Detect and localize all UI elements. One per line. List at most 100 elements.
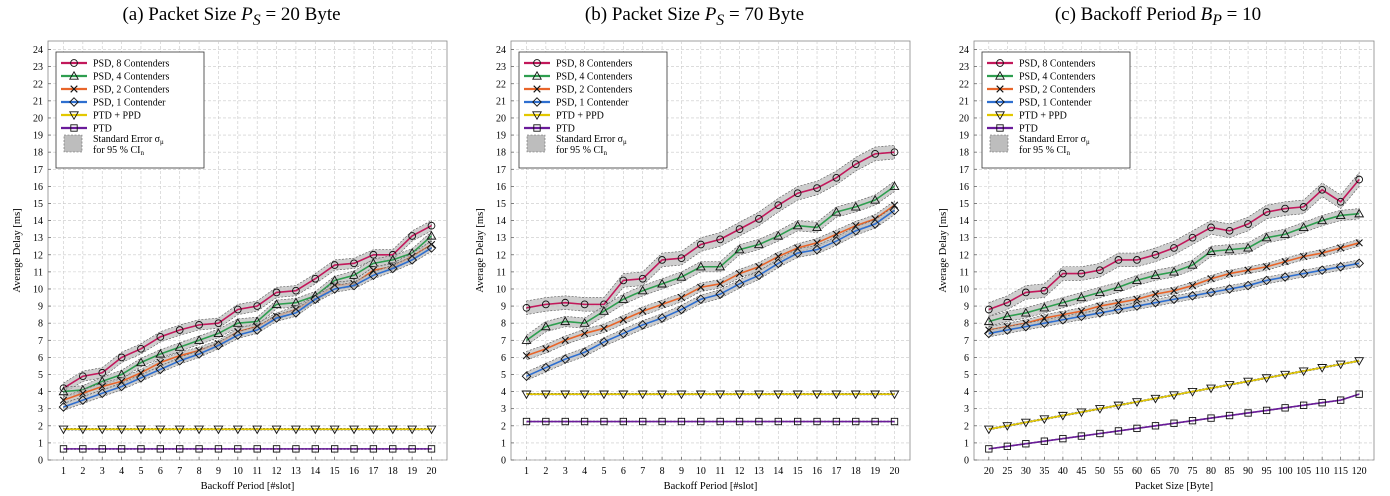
data-point-psd8 (1003, 298, 1012, 307)
chart-panel-c: (c) Backoff Period BP = 10 0 1 2 3 4 5 6 7 8 9 10 1… (926, 0, 1390, 496)
data-point-psd4 (637, 285, 648, 295)
error-band-psd1 (63, 243, 432, 411)
x-tick-label: 15 (793, 466, 803, 477)
x-tick-label: 11 (252, 466, 262, 477)
y-tick-label: 12 (33, 250, 43, 261)
data-point-ptd (156, 445, 164, 453)
data-point-ptd (542, 417, 550, 426)
series-ptd-a (59, 445, 436, 453)
data-point-ptdppd (734, 390, 745, 400)
data-point-ptdppd (135, 425, 146, 435)
legend-band-sub-2: n (141, 149, 145, 157)
data-point-psd1 (1298, 268, 1309, 279)
data-point-psd4 (1206, 246, 1217, 255)
series-ptd-c (985, 390, 1363, 453)
data-point-psd2 (1207, 275, 1215, 283)
series-psd1-c (983, 258, 1365, 339)
data-point-ptd (59, 445, 68, 453)
data-point-psd1 (58, 402, 69, 412)
data-point-ptd (1207, 414, 1215, 422)
data-point-psd2 (639, 307, 647, 315)
y-tick-label: 18 (496, 148, 506, 159)
data-point-ptd (813, 417, 821, 426)
data-point-ptd (137, 445, 145, 453)
x-tick-label: 10 (696, 466, 706, 477)
y-tick-label: 4 (38, 387, 43, 398)
data-point-psd4 (174, 342, 185, 351)
data-point-psd8 (542, 300, 550, 309)
data-point-psd8 (1244, 220, 1252, 228)
legend-label-ptdppd: PTD + PPD (93, 111, 141, 122)
series-psd4-c (983, 208, 1365, 327)
data-point-psd2 (735, 269, 744, 278)
x-tick-label: 1 (524, 466, 529, 477)
data-point-psd8 (619, 276, 628, 285)
legend-label-psd8: PSD, 8 Contenders (1019, 59, 1096, 70)
data-point-psd2 (697, 283, 705, 291)
x-tick-label: 6 (621, 466, 626, 477)
data-point-ptd (1318, 399, 1326, 407)
data-point-ptd (1133, 424, 1141, 433)
data-point-ptd (774, 417, 782, 426)
y-tick-label: 2 (501, 421, 506, 432)
chart-title-a: (a) Packet Size PS = 20 Byte (122, 4, 341, 29)
legend-label-psd1: PSD, 1 Contender (93, 98, 166, 109)
data-point-psd1 (521, 371, 532, 382)
y-tick-label: 13 (33, 233, 43, 244)
error-band-psd4 (63, 231, 432, 397)
data-point-psd2 (619, 316, 628, 324)
legend-label-ptd: PTD (1019, 124, 1038, 135)
data-point-psd1 (329, 284, 340, 294)
y-tick-label: 6 (964, 353, 969, 364)
x-tick-label: 35 (1039, 466, 1049, 477)
data-point-psd1 (310, 294, 321, 305)
x-tick-label: 19 (870, 466, 880, 477)
data-point-ptdppd (715, 390, 726, 400)
data-point-ptdppd (792, 390, 803, 400)
legend-band-label-2: for 95 % CIn (556, 145, 608, 157)
error-band-psd2 (526, 200, 895, 361)
series-ptdppd-a (58, 425, 437, 435)
data-point-ptdppd (1150, 394, 1161, 404)
data-point-ptd (1337, 396, 1345, 404)
data-point-psd8 (272, 288, 281, 297)
data-point-psd1 (368, 270, 379, 281)
error-band-psd4 (526, 180, 895, 346)
data-point-ptd (1225, 411, 1234, 420)
data-point-psd8 (774, 201, 783, 210)
data-point-psd4 (521, 335, 532, 344)
data-point-psd8 (79, 372, 87, 381)
data-point-ptd (1262, 406, 1271, 415)
y-tick-label: 16 (959, 182, 969, 193)
x-tick-label: 2 (543, 466, 548, 477)
legend-marker-psd8 (70, 59, 78, 67)
y-tick-label: 8 (964, 319, 969, 330)
data-point-psd4 (1039, 302, 1050, 312)
data-point-psd4 (540, 321, 551, 331)
legend-band-sub-2: n (1067, 149, 1071, 157)
data-point-ptd (1022, 440, 1030, 448)
y-tick-label: 2 (38, 421, 43, 432)
data-point-ptdppd (213, 425, 224, 435)
y-tick-label: 21 (33, 96, 43, 107)
data-point-psd8 (253, 302, 262, 310)
legend-marker-psd8 (996, 59, 1004, 67)
data-point-psd2 (1096, 302, 1104, 310)
data-point-ptdppd (232, 425, 243, 435)
y-tick-label: 0 (501, 456, 506, 467)
legend-label-psd2: PSD, 2 Contenders (556, 85, 633, 96)
data-point-psd8 (696, 240, 705, 249)
series-line-psd1 (988, 262, 1360, 335)
data-point-ptdppd (252, 425, 263, 435)
x-tick-label: 1 (61, 466, 66, 477)
legend-marker-psd2 (996, 85, 1004, 93)
data-point-psd4 (1020, 307, 1031, 317)
error-band-psd8 (63, 220, 432, 394)
data-point-psd1 (541, 362, 551, 373)
data-point-psd2 (1133, 295, 1141, 303)
data-point-psd4 (1150, 270, 1161, 279)
y-tick-label: 4 (501, 387, 506, 398)
data-point-ptdppd (97, 425, 108, 435)
data-point-psd2 (1151, 290, 1160, 298)
legend-band-sub-1: μ (623, 138, 627, 146)
